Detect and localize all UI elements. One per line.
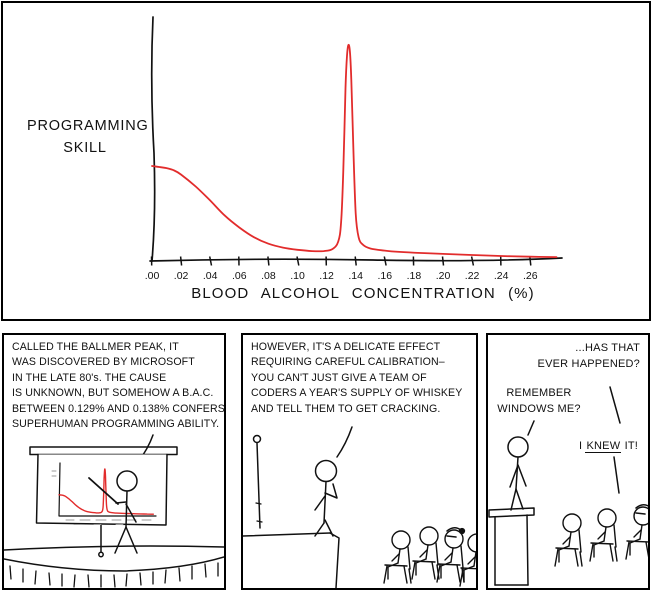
stage-skirt-hatching [9,562,219,588]
bac-skill-chart: .00 .02 .04 .06 .08 .10 .12 .14 .16 .18 .20 .22 .24.… [145,16,563,282]
glasses-and-bun [446,527,466,538]
audience-speech: ...HAS THAT EVER HAPPENED? [537,342,640,370]
y-axis [150,16,156,262]
x-tick-label: .08 [261,270,276,282]
stage-edge [243,532,340,588]
x-tick-label: .02 [174,270,189,282]
audience-exclamation: I KNEW IT! [578,440,638,453]
x-tick-label: .24 [494,270,509,282]
x-tick-label: .22 [465,270,480,282]
x-tick [383,256,387,266]
x-tick [441,256,445,266]
x-tick-label: .20 [436,270,451,282]
x-axis [149,257,563,262]
speech-line [609,386,621,424]
x-tick-label: .14 [348,270,363,282]
x-axis-label: BLOOD ALCOHOL CONCENTRATION (%) [191,285,535,302]
x-tick-label: .00 [145,270,160,282]
skill-curve [151,43,558,258]
speaker-figure [507,436,529,511]
panel-1-scene [4,434,224,588]
x-tick [296,256,300,266]
stage-edge [4,545,224,588]
x-tick [267,256,270,266]
x-tick-label: .06 [232,270,247,282]
mini-skill-curve [58,468,154,515]
x-tick [529,256,532,266]
audience [383,526,476,587]
panel-3-scene [488,386,648,586]
x-tick-label: .12 [319,270,334,282]
x-tick-label: .16 [377,270,392,282]
panel-2-scene [243,426,476,588]
panel-2-caption: HOWEVER, IT'S A DELICATE EFFECT REQUIRIN… [251,341,463,415]
x-tick-label: .18 [407,270,422,282]
mic-stand [252,434,263,529]
x-tick [179,256,183,266]
audience-member [436,529,465,583]
podium [488,507,535,586]
speaker-figure [314,459,338,537]
audience-member [554,513,583,567]
speech-line [527,420,535,436]
mini-chart [51,462,157,525]
x-tick [208,256,213,266]
audience [554,504,648,567]
audience-member [383,530,412,584]
audience-member [625,506,648,560]
chart-panel: .00 .02 .04 .06 .08 .10 .12 .14 .16 .18 .20 .22 .24.… [1,1,651,321]
speech-line [336,426,353,458]
x-tick-label: .04 [203,270,218,282]
x-tick-label: .26 [523,270,538,282]
panel-3: ...HAS THAT EVER HAPPENED? REMEMBER WIND… [486,333,650,590]
presenter-figure [114,470,138,554]
speaker-speech: REMEMBER WINDOWS ME? [497,387,581,415]
pointer-stick [88,477,119,505]
audience-member [411,526,440,580]
glasses-and-hair [635,504,648,515]
x-tick-label: .10 [290,270,305,282]
x-tick [470,256,475,266]
panel-2: HOWEVER, IT'S A DELICATE EFFECT REQUIRIN… [241,333,478,590]
speech-line [613,456,620,494]
audience-member [589,508,618,562]
y-axis-label: PROGRAMMING SKILL [27,118,149,156]
panel-1-caption: CALLED THE BALLMER PEAK, IT WAS DISCOVER… [12,341,225,431]
x-tick [354,256,357,266]
panel-1: CALLED THE BALLMER PEAK, IT WAS DISCOVER… [2,333,226,590]
